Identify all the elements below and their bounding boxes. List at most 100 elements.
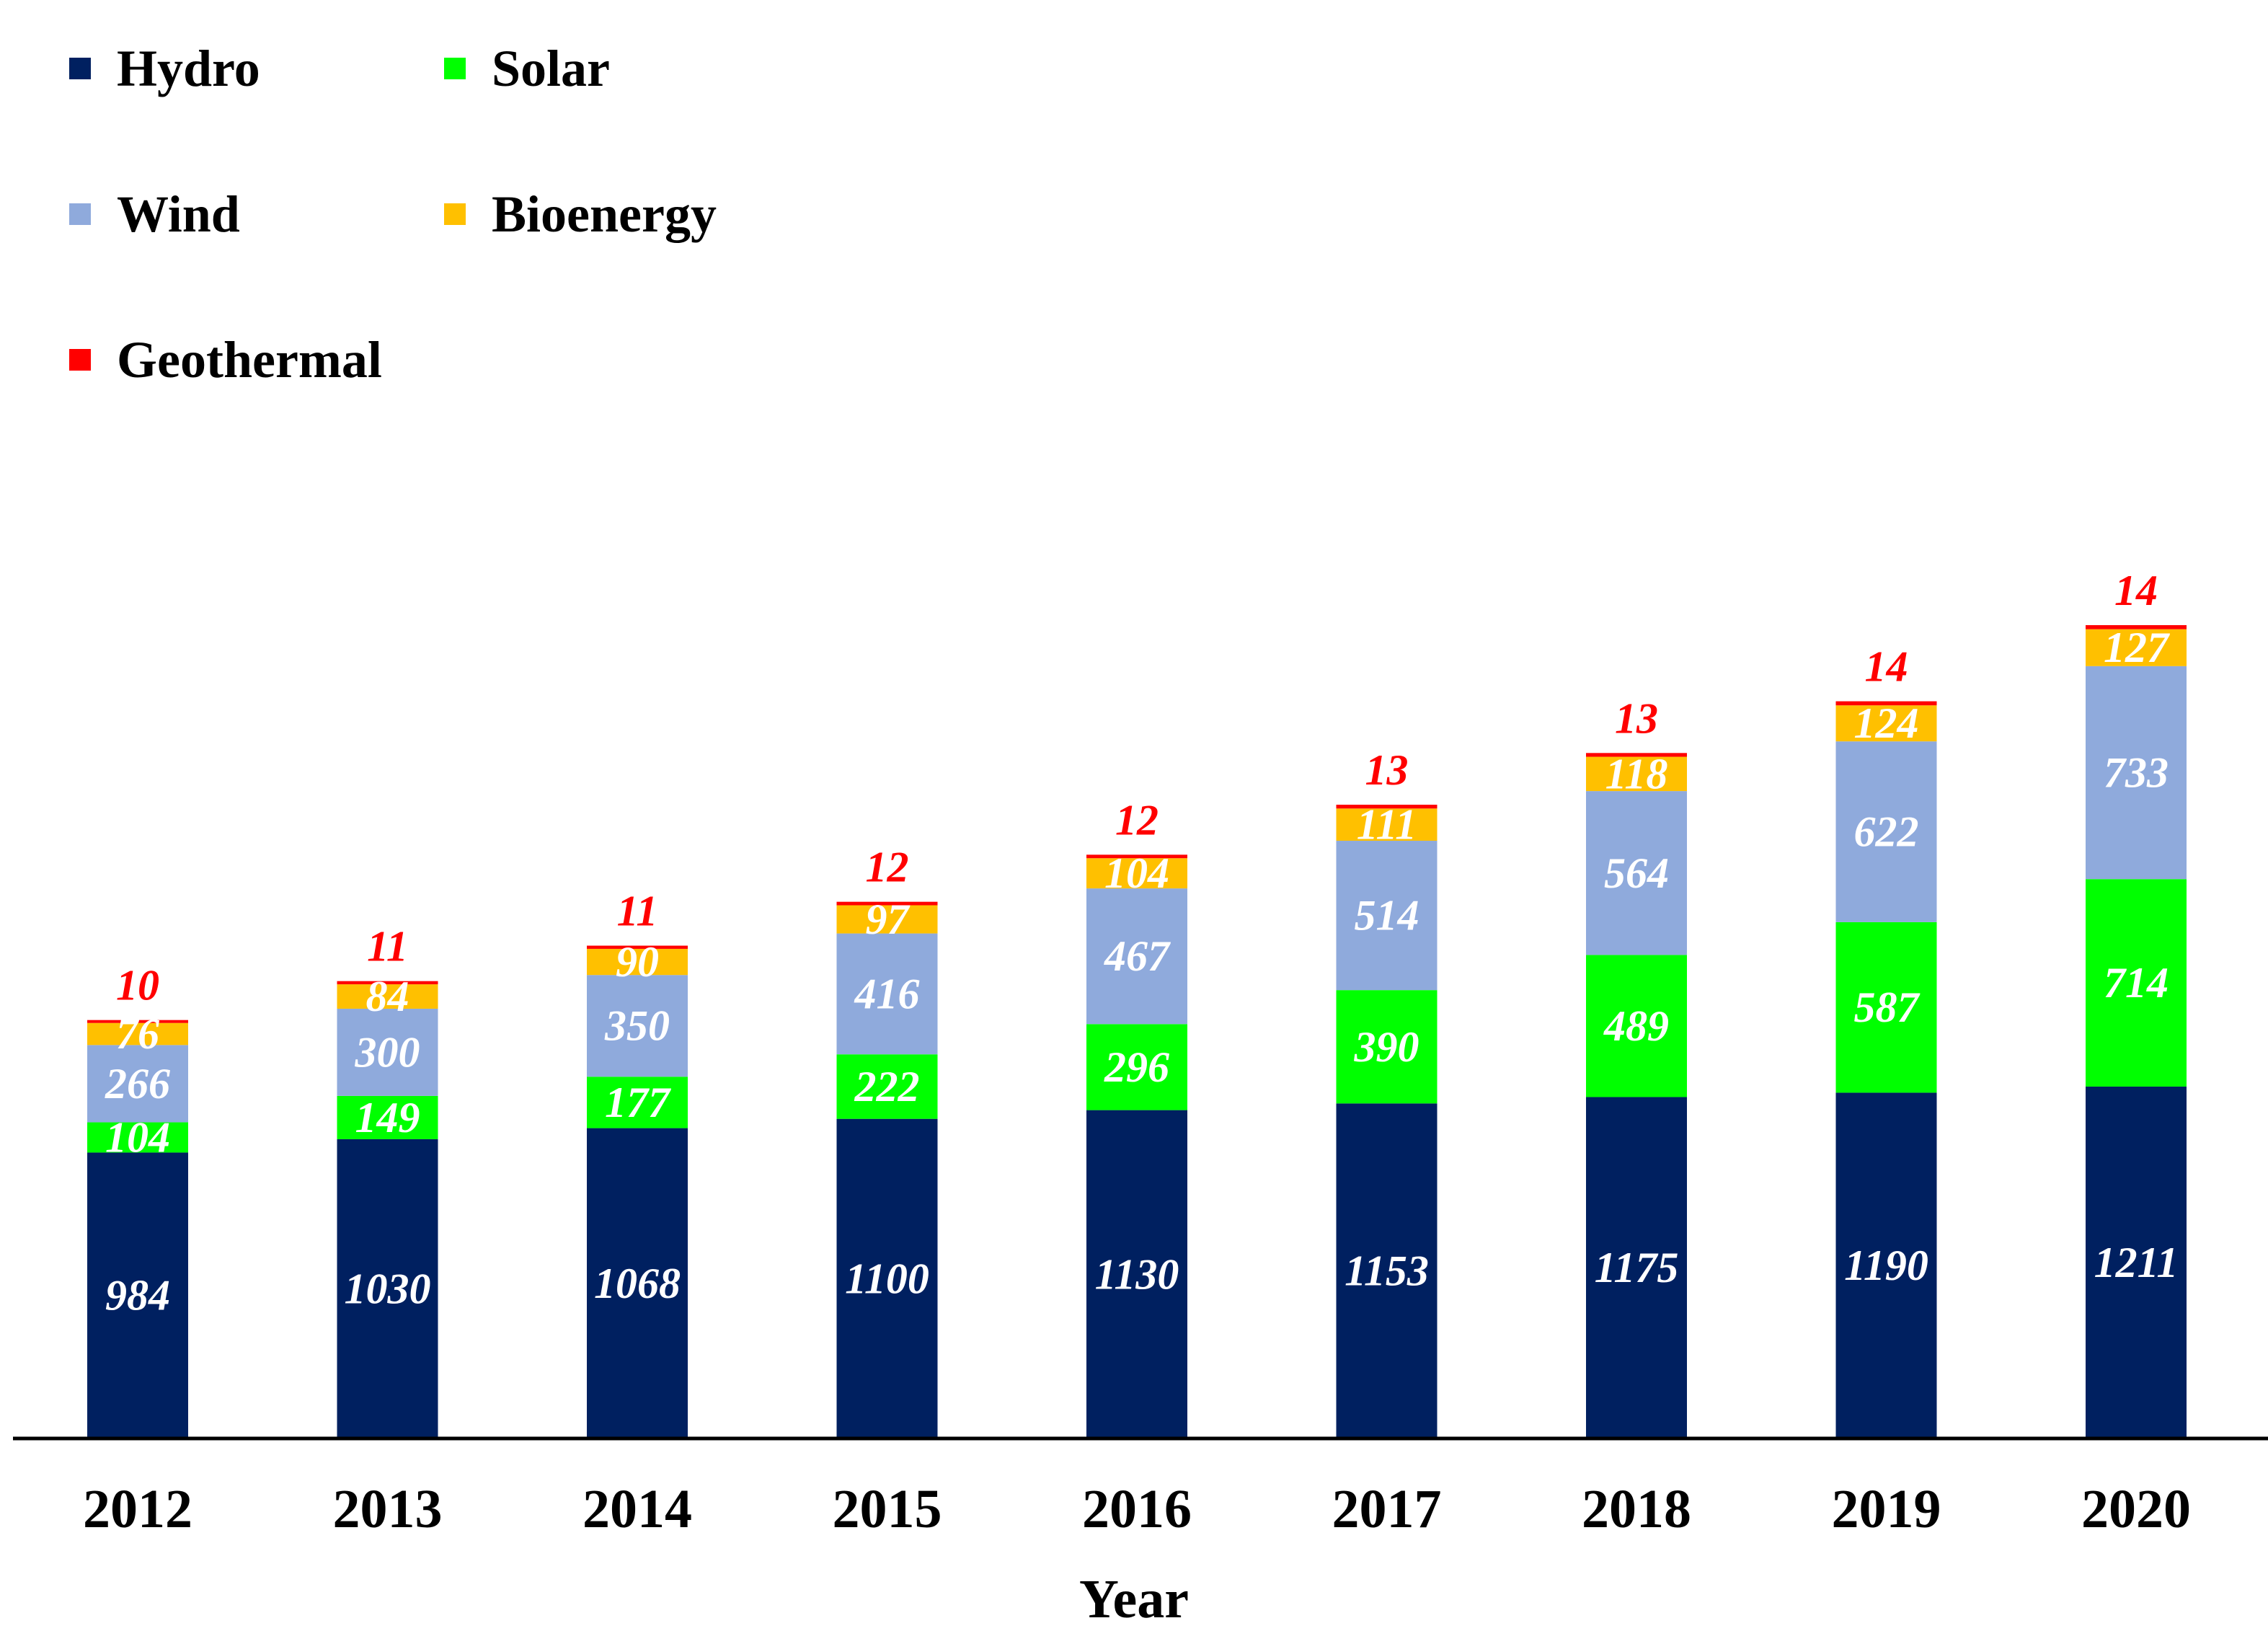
data-label-geothermal-2013: 11 [367, 923, 408, 971]
bar-solar-2015 [836, 1054, 938, 1119]
legend-swatch-geothermal [69, 349, 91, 371]
x-tick-label-2016: 2016 [1082, 1479, 1192, 1539]
legend-item-bioenergy: Bioenergy [444, 160, 747, 268]
data-label-bioenergy-2013: 84 [366, 973, 409, 1020]
data-label-solar-2016: 296 [1104, 1043, 1169, 1091]
legend-swatch-wind [69, 203, 91, 225]
data-label-wind-2012: 266 [105, 1060, 170, 1108]
legend: Hydro Solar Wind Bioenergy Geothermal [69, 14, 747, 414]
x-tick-labels-group: 2012 2013 2014 2015 2016 2017 2018 2019 2020 [83, 1479, 2191, 1539]
bar-geothermal-2015 [836, 901, 938, 906]
bar-wind-2016 [1086, 888, 1187, 1025]
data-label-bioenergy-2019: 124 [1854, 699, 1919, 747]
bar-bioenergy-2015 [836, 905, 938, 934]
x-tick-label-2012: 2012 [83, 1479, 192, 1539]
data-label-bioenergy-2016: 104 [1104, 849, 1169, 897]
legend-label-hydro: Hydro [117, 40, 260, 97]
bar-geothermal-2020 [2086, 625, 2187, 629]
legend-item-hydro: Hydro [69, 14, 444, 123]
data-label-bioenergy-2012: 76 [116, 1010, 159, 1058]
data-label-geothermal-2015: 12 [866, 844, 909, 891]
bar-wind-2020 [2086, 666, 2187, 880]
legend-swatch-solar [444, 58, 466, 79]
bar-wind-2018 [1586, 791, 1687, 955]
bar-hydro-2013 [337, 1139, 438, 1438]
bar-solar-2017 [1336, 990, 1438, 1104]
x-tick-label-2014: 2014 [582, 1479, 692, 1539]
bar-bioenergy-2014 [587, 948, 688, 976]
data-label-solar-2017: 390 [1354, 1023, 1419, 1071]
data-label-bioenergy-2020: 127 [2104, 624, 2170, 671]
bar-solar-2013 [337, 1095, 438, 1139]
legend-item-solar: Solar [444, 14, 747, 123]
data-label-geothermal-2017: 13 [1365, 746, 1409, 794]
legend-swatch-hydro [69, 58, 91, 79]
bar-solar-2019 [1835, 921, 1937, 1093]
data-label-hydro-2016: 1130 [1095, 1250, 1179, 1298]
bar-geothermal-2014 [587, 945, 688, 949]
legend-label-geothermal: Geothermal [117, 331, 382, 389]
bar-bioenergy-2018 [1586, 756, 1687, 792]
data-label-wind-2020: 733 [2104, 749, 2169, 797]
legend-swatch-bioenergy [444, 203, 466, 225]
legend-label-solar: Solar [492, 40, 611, 97]
x-axis-label: Year [1079, 1569, 1189, 1630]
bars-group [87, 625, 2187, 1438]
data-label-bioenergy-2018: 118 [1605, 750, 1668, 797]
data-label-solar-2013: 149 [355, 1094, 420, 1141]
data-label-hydro-2017: 1153 [1345, 1247, 1429, 1295]
data-label-hydro-2012: 984 [105, 1272, 170, 1320]
data-label-hydro-2019: 1190 [1844, 1242, 1928, 1289]
data-label-hydro-2014: 1068 [594, 1260, 681, 1307]
data-label-geothermal-2016: 12 [1115, 796, 1159, 844]
x-tick-label-2015: 2015 [833, 1479, 942, 1539]
x-tick-label-2020: 2020 [2081, 1479, 2191, 1539]
bar-hydro-2017 [1336, 1103, 1438, 1438]
data-label-solar-2015: 222 [854, 1063, 920, 1110]
data-label-bioenergy-2014: 90 [616, 938, 659, 986]
bar-bioenergy-2013 [337, 984, 438, 1009]
data-label-wind-2017: 514 [1355, 892, 1419, 940]
bar-bioenergy-2019 [1835, 705, 1937, 742]
bar-wind-2019 [1835, 741, 1937, 922]
bar-hydro-2020 [2086, 1086, 2187, 1438]
bar-bioenergy-2016 [1086, 858, 1187, 889]
data-label-hydro-2013: 1030 [345, 1265, 431, 1312]
data-label-geothermal-2020: 14 [2114, 567, 2158, 614]
data-label-solar-2014: 177 [605, 1079, 671, 1126]
data-label-geothermal-2014: 11 [617, 888, 658, 935]
bar-wind-2015 [836, 933, 938, 1055]
data-label-hydro-2015: 1100 [845, 1255, 929, 1302]
bar-geothermal-2013 [337, 981, 438, 985]
bar-hydro-2019 [1835, 1092, 1937, 1438]
legend-label-wind: Wind [117, 185, 240, 243]
bar-geothermal-2016 [1086, 854, 1187, 859]
data-label-hydro-2018: 1175 [1595, 1244, 1679, 1291]
bar-wind-2013 [337, 1008, 438, 1096]
data-label-wind-2015: 416 [854, 970, 920, 1017]
data-label-geothermal-2012: 10 [116, 962, 159, 1009]
x-tick-label-2013: 2013 [333, 1479, 443, 1539]
data-label-solar-2020: 714 [2104, 959, 2169, 1007]
bar-bioenergy-2017 [1336, 808, 1438, 841]
bar-solar-2014 [587, 1077, 688, 1128]
x-tick-label-2019: 2019 [1832, 1479, 1941, 1539]
legend-item-geothermal: Geothermal [69, 306, 444, 414]
bar-hydro-2015 [836, 1118, 938, 1438]
legend-item-wind: Wind [69, 160, 444, 268]
data-label-geothermal-2018: 13 [1615, 694, 1658, 742]
bar-geothermal-2019 [1835, 701, 1937, 706]
bar-solar-2020 [2086, 879, 2187, 1087]
bar-hydro-2012 [87, 1152, 188, 1438]
data-label-wind-2019: 622 [1854, 808, 1919, 856]
data-label-solar-2019: 587 [1854, 984, 1921, 1031]
bar-wind-2012 [87, 1045, 188, 1123]
data-label-wind-2016: 467 [1104, 932, 1171, 980]
x-tick-label-2017: 2017 [1332, 1479, 1442, 1539]
data-label-wind-2013: 300 [355, 1028, 420, 1076]
bar-bioenergy-2012 [87, 1022, 188, 1046]
data-label-wind-2014: 350 [604, 1002, 670, 1050]
legend-label-bioenergy: Bioenergy [492, 185, 717, 243]
bar-hydro-2014 [587, 1128, 688, 1438]
